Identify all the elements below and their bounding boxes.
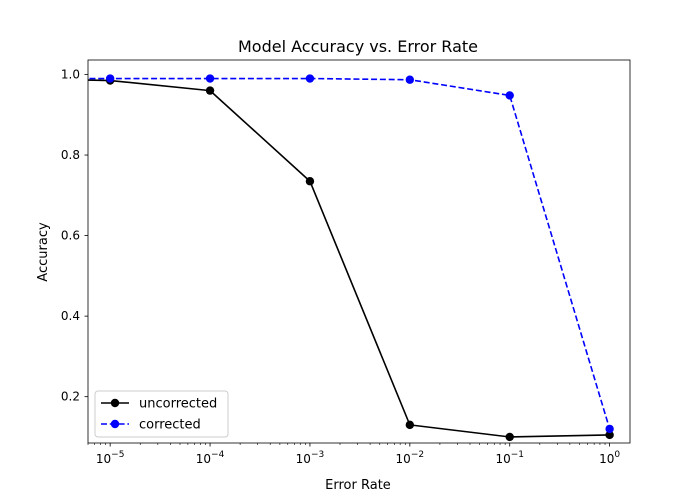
x-tick-base: 10 xyxy=(396,452,411,466)
x-tick-label: 100 xyxy=(599,450,620,466)
x-tick-label: 10−1 xyxy=(495,450,524,466)
data-point-uncorrected xyxy=(305,177,315,186)
data-point-corrected xyxy=(505,91,514,100)
x-tick-exponent: −1 xyxy=(511,450,524,460)
y-axis-label: Accuracy xyxy=(36,222,51,282)
x-tick-exponent: −3 xyxy=(311,450,324,460)
data-point-corrected xyxy=(6,74,14,82)
series-line-uncorrected xyxy=(88,79,610,438)
data-point-uncorrected xyxy=(205,86,215,95)
legend-marker-corrected xyxy=(110,419,120,429)
legend-label-corrected: corrected xyxy=(139,418,201,433)
data-point-corrected xyxy=(405,75,415,84)
x-tick-label: 10−2 xyxy=(396,450,425,466)
x-tick-label: 10−3 xyxy=(296,450,325,466)
data-point-corrected xyxy=(105,74,115,83)
x-tick-base: 10 xyxy=(495,452,510,466)
data-point-uncorrected xyxy=(505,432,514,442)
x-tick-base: 10 xyxy=(599,452,614,466)
x-tick-exponent: −5 xyxy=(111,450,124,460)
y-tick-label: 0.2 xyxy=(61,390,80,404)
series-line-corrected xyxy=(88,77,611,430)
x-axis-label: Error Rate xyxy=(325,478,391,493)
x-tick-base: 10 xyxy=(296,452,311,466)
legend: uncorrected corrected xyxy=(94,390,229,438)
x-tick-base: 10 xyxy=(96,452,111,466)
x-tick-exponent: −2 xyxy=(411,450,424,460)
y-tick-label: 1.0 xyxy=(61,67,80,81)
data-point-corrected xyxy=(205,74,215,83)
x-tick-exponent: 0 xyxy=(614,450,620,460)
x-tick-exponent: −4 xyxy=(211,450,225,460)
y-tick-label: 0.6 xyxy=(61,229,80,243)
data-point-uncorrected xyxy=(605,430,614,440)
data-point-corrected xyxy=(605,424,614,434)
x-tick-label: 10−5 xyxy=(96,450,125,466)
x-tick-base: 10 xyxy=(196,452,211,466)
x-tick-label: 10−4 xyxy=(196,450,225,466)
chart-title: Model Accuracy vs. Error Rate xyxy=(238,37,478,56)
y-tick-label: 0.4 xyxy=(61,309,80,323)
data-point-uncorrected xyxy=(405,420,415,430)
legend-label-uncorrected: uncorrected xyxy=(139,397,217,412)
y-tick-label: 0.8 xyxy=(61,148,80,162)
axes-frame xyxy=(87,59,631,444)
data-point-corrected xyxy=(305,74,315,83)
series-layer xyxy=(6,74,614,442)
data-point-uncorrected xyxy=(6,74,14,82)
legend-marker-uncorrected xyxy=(110,398,120,408)
